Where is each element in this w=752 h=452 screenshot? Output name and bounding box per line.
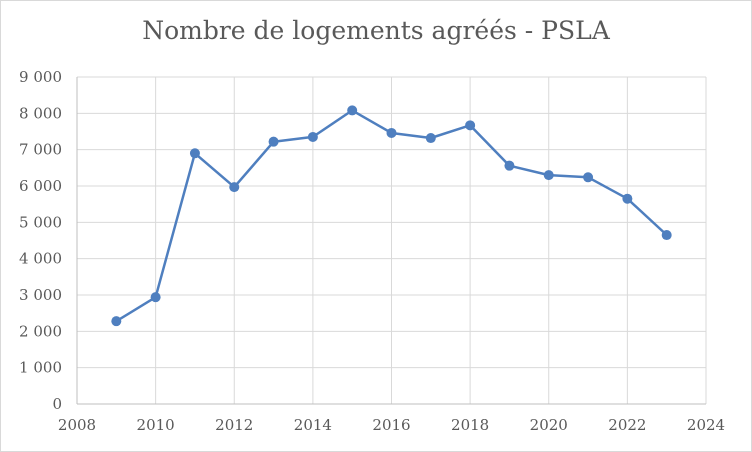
y-tick-label: 0 xyxy=(52,395,62,413)
data-point xyxy=(543,170,554,181)
data-point xyxy=(425,133,436,144)
data-point xyxy=(622,193,633,204)
data-point xyxy=(111,316,122,327)
x-tick-label: 2018 xyxy=(451,416,489,434)
y-tick-label: 3 000 xyxy=(19,286,62,304)
x-tick-label: 2022 xyxy=(608,416,646,434)
axis-lines xyxy=(76,77,706,405)
chart-title: Nombre de logements agréés - PSLA xyxy=(142,16,610,45)
y-tick-label: 4 000 xyxy=(19,250,62,268)
y-tick-label: 1 000 xyxy=(19,359,62,377)
data-point xyxy=(307,131,318,142)
y-tick-label: 6 000 xyxy=(19,177,62,195)
data-point xyxy=(504,160,515,171)
data-point xyxy=(465,120,476,131)
data-point xyxy=(189,148,200,159)
x-tick-label: 2024 xyxy=(687,416,725,434)
data-point xyxy=(386,127,397,138)
x-tick-label: 2010 xyxy=(137,416,175,434)
data-point xyxy=(347,105,358,116)
x-tick-label: 2012 xyxy=(215,416,253,434)
y-tick-label: 7 000 xyxy=(19,141,62,159)
data-point xyxy=(661,230,672,241)
data-point xyxy=(229,182,240,193)
y-tick-labels: 0 1 000 2 000 3 000 4 000 5 000 6 000 7 000 8 00… xyxy=(19,68,62,413)
x-tick-label: 2008 xyxy=(58,416,96,434)
x-tick-label: 2014 xyxy=(294,416,332,434)
data-point xyxy=(150,292,161,303)
y-tick-label: 5 000 xyxy=(19,213,62,231)
vertical-gridlines xyxy=(155,77,707,404)
y-tick-label: 9 000 xyxy=(19,68,62,86)
horizontal-gridlines xyxy=(77,76,706,369)
x-tick-label: 2020 xyxy=(530,416,568,434)
x-tick-label: 2016 xyxy=(372,416,410,434)
y-tick-label: 2 000 xyxy=(19,322,62,340)
y-tick-label: 8 000 xyxy=(19,104,62,122)
x-tick-labels: 2008 2010 2012 2014 2016 2018 2020 2022 2024 xyxy=(58,416,725,434)
data-point xyxy=(583,172,594,183)
data-point xyxy=(268,136,279,147)
series-layer xyxy=(111,105,672,327)
